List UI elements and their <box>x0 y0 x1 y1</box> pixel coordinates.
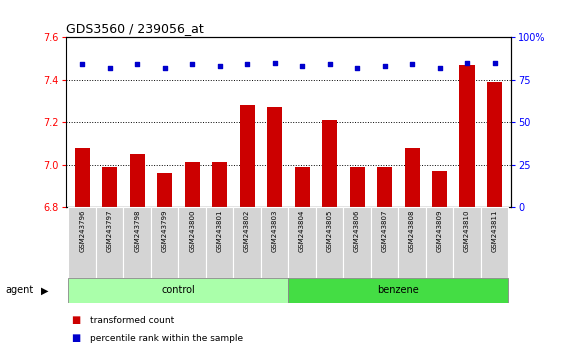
Bar <box>151 207 178 278</box>
Bar <box>432 171 447 207</box>
Bar <box>261 207 288 278</box>
Point <box>270 60 279 65</box>
Bar <box>212 162 227 207</box>
Text: GSM243809: GSM243809 <box>437 209 443 252</box>
Text: GSM243807: GSM243807 <box>381 209 388 252</box>
Text: GSM243798: GSM243798 <box>134 209 140 252</box>
Bar <box>371 207 399 278</box>
Bar <box>453 207 481 278</box>
Bar <box>487 82 502 207</box>
Point <box>243 62 252 67</box>
Bar <box>316 207 343 278</box>
Point <box>380 63 389 69</box>
Text: GSM243803: GSM243803 <box>272 209 278 252</box>
Point <box>78 62 87 67</box>
Point <box>105 65 114 70</box>
Text: GSM243801: GSM243801 <box>216 209 223 252</box>
Point <box>325 62 334 67</box>
Text: transformed count: transformed count <box>90 316 174 325</box>
Text: GSM243806: GSM243806 <box>354 209 360 252</box>
Bar <box>178 207 206 278</box>
Text: GSM243804: GSM243804 <box>299 209 305 252</box>
Point <box>297 63 307 69</box>
Text: control: control <box>162 285 195 295</box>
Point <box>490 60 499 65</box>
Bar <box>69 207 96 278</box>
Bar <box>123 207 151 278</box>
Point <box>435 65 444 70</box>
Bar <box>240 105 255 207</box>
Bar <box>404 148 420 207</box>
Bar <box>234 207 261 278</box>
Bar <box>295 167 309 207</box>
Text: GSM243808: GSM243808 <box>409 209 415 252</box>
Point <box>408 62 417 67</box>
Bar <box>349 167 365 207</box>
Bar <box>288 278 508 303</box>
Point <box>187 62 196 67</box>
Bar <box>130 154 144 207</box>
Bar <box>481 207 508 278</box>
Bar <box>288 207 316 278</box>
Text: GSM243805: GSM243805 <box>327 209 332 252</box>
Bar <box>206 207 234 278</box>
Text: GSM243800: GSM243800 <box>189 209 195 252</box>
Point <box>352 65 361 70</box>
Text: ▶: ▶ <box>41 285 49 295</box>
Bar <box>184 162 200 207</box>
Point <box>463 60 472 65</box>
Text: benzene: benzene <box>377 285 419 295</box>
Bar <box>343 207 371 278</box>
Point <box>132 62 142 67</box>
Bar <box>460 65 475 207</box>
Point <box>215 63 224 69</box>
Text: GSM243802: GSM243802 <box>244 209 250 252</box>
Bar <box>267 107 282 207</box>
Text: GSM243810: GSM243810 <box>464 209 470 252</box>
Bar <box>157 173 172 207</box>
Bar <box>322 120 337 207</box>
Text: GDS3560 / 239056_at: GDS3560 / 239056_at <box>66 22 203 35</box>
Point <box>160 65 169 70</box>
Text: GSM243796: GSM243796 <box>79 209 85 252</box>
Text: agent: agent <box>6 285 34 295</box>
Bar <box>96 207 123 278</box>
Text: GSM243811: GSM243811 <box>492 209 497 252</box>
Text: percentile rank within the sample: percentile rank within the sample <box>90 333 243 343</box>
Bar <box>102 167 117 207</box>
Bar <box>426 207 453 278</box>
Text: GSM243799: GSM243799 <box>162 209 168 252</box>
Text: GSM243797: GSM243797 <box>107 209 112 252</box>
Bar <box>75 148 90 207</box>
Bar <box>69 278 288 303</box>
Text: ■: ■ <box>71 333 81 343</box>
Bar <box>399 207 426 278</box>
Text: ■: ■ <box>71 315 81 325</box>
Bar <box>377 167 392 207</box>
